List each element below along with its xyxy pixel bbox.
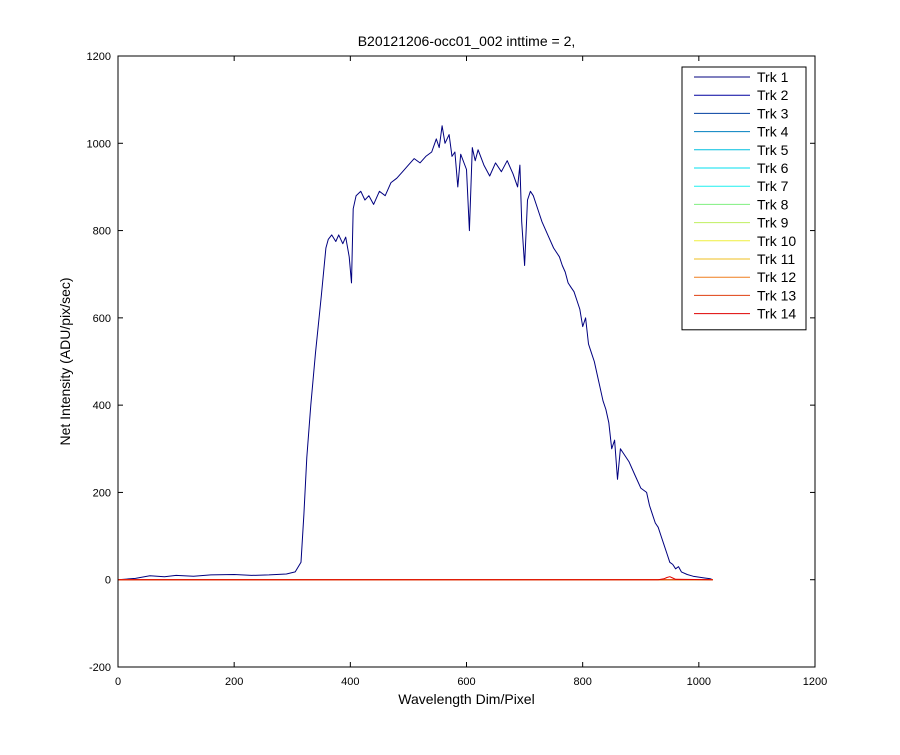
legend-label: Trk 13 xyxy=(757,287,796,303)
legend-box xyxy=(681,66,807,331)
series-line-trk-1 xyxy=(117,125,713,581)
legend-label: Trk 5 xyxy=(757,142,789,158)
y-tick-label: 800 xyxy=(93,226,111,238)
legend-label: Trk 1 xyxy=(757,69,789,85)
x-tick-label: 1200 xyxy=(803,676,827,688)
legend-label: Trk 9 xyxy=(757,215,789,231)
legend-label: Trk 3 xyxy=(757,105,789,121)
legend-label: Trk 14 xyxy=(757,306,796,322)
y-tick-label: 600 xyxy=(93,313,111,325)
chart-title: B20121206-occ01_002 inttime = 2, xyxy=(358,33,576,49)
legend-label: Trk 7 xyxy=(757,178,789,194)
y-tick-label: 0 xyxy=(105,575,111,587)
legend: Trk 1 Trk 2 Trk 3 Trk 4 Trk 5 Trk 6 Trk 7 Trk 8… xyxy=(681,66,807,331)
legend-label: Trk 2 xyxy=(757,87,789,103)
plot-frame xyxy=(117,55,816,668)
tick-labels: 0 200 400 600 800 1000 1200 -200 0 200 400 600 800 10… xyxy=(87,51,828,688)
y-tick-label: 1000 xyxy=(87,138,111,150)
x-axis-label: Wavelength Dim/Pixel xyxy=(398,691,534,707)
legend-label: Trk 11 xyxy=(757,251,795,267)
x-tick-label: 600 xyxy=(457,676,475,688)
legend-label: Trk 12 xyxy=(757,269,796,285)
legend-label: Trk 8 xyxy=(757,196,789,212)
series-group xyxy=(117,125,713,581)
legend-label: Trk 10 xyxy=(757,233,796,249)
x-tick-label: 400 xyxy=(341,676,359,688)
x-tick-label: 200 xyxy=(225,676,243,688)
series-line-trk-14 xyxy=(118,576,713,581)
x-tick-label: 800 xyxy=(573,676,591,688)
y-tick-label: 200 xyxy=(93,487,111,499)
y-tick-label: 400 xyxy=(93,400,111,412)
x-tick-label: 1000 xyxy=(687,676,711,688)
y-axis-label: Net Intensity (ADU/pix/sec) xyxy=(57,277,73,445)
legend-label: Trk 6 xyxy=(757,160,789,176)
y-tick-label: -200 xyxy=(89,662,111,674)
y-tick-label: 1200 xyxy=(87,51,111,63)
x-tick-label: 0 xyxy=(115,676,121,688)
legend-label: Trk 4 xyxy=(757,124,789,140)
